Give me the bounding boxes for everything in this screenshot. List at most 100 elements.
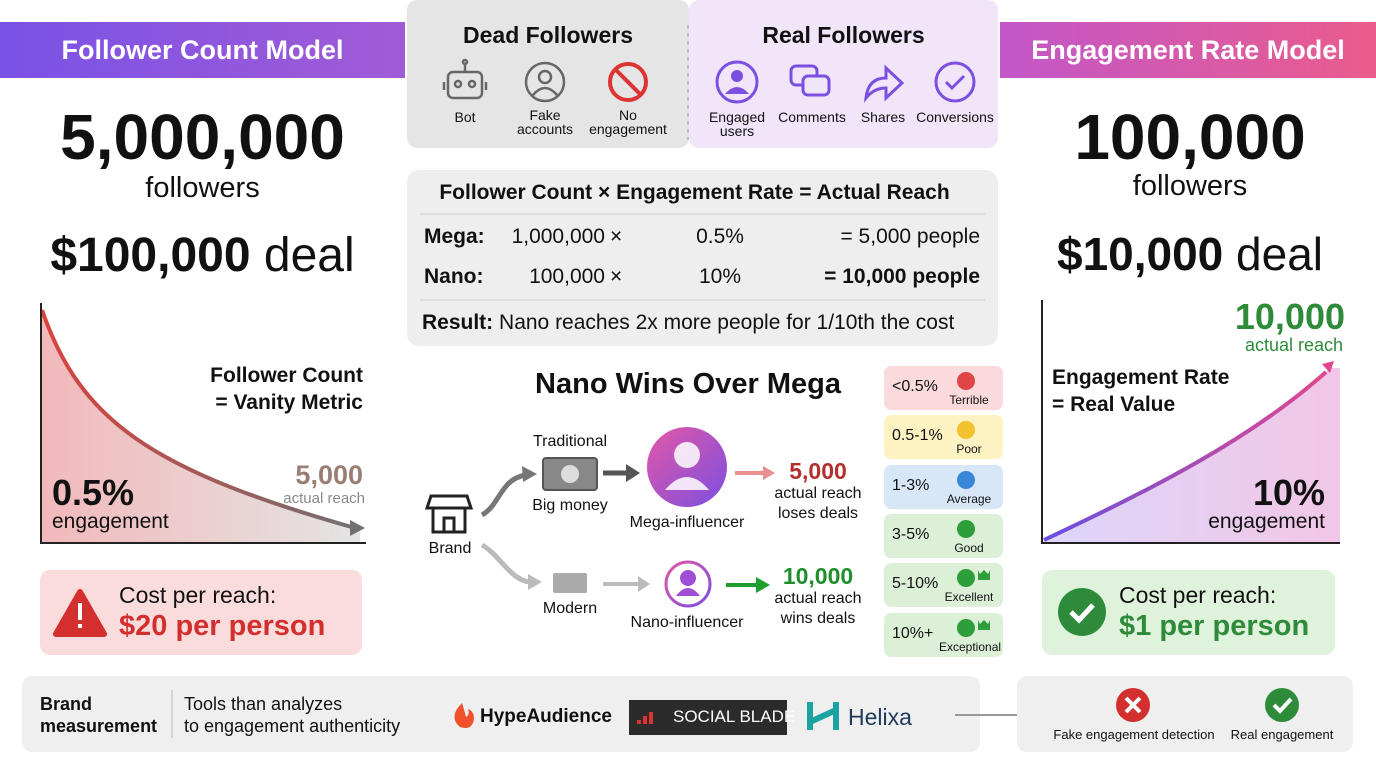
modern-label: Modern: [542, 600, 598, 617]
arrowhead: [350, 520, 365, 536]
avatar-head: [680, 570, 696, 586]
deal-amount: $100,000: [50, 229, 251, 282]
result-label: Result:: [422, 311, 494, 334]
scale-icon: [957, 470, 975, 489]
right-banner: Engagement Rate Model: [1031, 34, 1345, 65]
arrowhead: [638, 576, 650, 592]
left-curve: [40, 309, 356, 530]
dead-box: [407, 0, 689, 148]
scale-range: 0.5-1%: [892, 427, 943, 445]
formula-cell: 10%: [698, 265, 742, 288]
nano-label: Nano-influencer: [630, 614, 744, 631]
right-deal: $10,000 deal: [1000, 227, 1376, 281]
formula-cell: 1,000,000: [511, 225, 605, 248]
dead-item: Bot: [454, 109, 476, 125]
conversions-icon: [934, 61, 976, 103]
formula-result: Result: Nano reaches 2x more people for …: [422, 311, 954, 335]
formula-cell: Mega:: [424, 225, 485, 248]
mega-reach-label: actual reach loses deals: [774, 485, 862, 522]
flow-title: Nano Wins Over Mega: [535, 368, 841, 400]
mega-label: Mega-influencer: [629, 514, 745, 531]
nano-reach: 10,000: [782, 563, 854, 589]
right-reach: 10,000: [1234, 296, 1345, 337]
left-reach-label: actual reach: [283, 490, 365, 507]
right-banner-bg: [1000, 22, 1376, 78]
scale-range: <0.5%: [892, 378, 938, 395]
scale-item: 0.5-1% Poor: [884, 415, 1003, 460]
right-area: [1044, 368, 1340, 543]
scale-item: 3-5% Good: [884, 513, 1003, 558]
left-chart-label: Follower Count = Vanity Metric: [210, 364, 363, 414]
socialblade-bg: [629, 700, 787, 735]
traditional-label: Traditional: [532, 433, 608, 450]
big-money-label: Big money: [532, 497, 608, 514]
arrowhead: [756, 577, 770, 593]
shares-icon: [864, 64, 905, 103]
left-cost-value: $20 per person: [119, 610, 326, 642]
check-mark: [1069, 603, 1095, 624]
brand-label: Brand: [428, 540, 472, 557]
left-banner-bg: [0, 22, 405, 78]
right-curve: [1043, 370, 1328, 542]
arrowhead: [528, 574, 542, 590]
avatar-head: [674, 442, 700, 468]
right-rate-label: engagement: [1208, 510, 1325, 533]
scale-icon: [957, 372, 975, 390]
formula-cell: ×: [610, 265, 623, 288]
left-count: 5,000,000: [60, 101, 345, 173]
scale-icon: [957, 569, 990, 588]
left-rate: 0.5%: [52, 472, 135, 513]
bot-icon: [442, 58, 488, 100]
left-cost-title: Cost per reach:: [119, 582, 277, 608]
real-item: Conversions: [916, 109, 994, 125]
scale-label: Terrible: [949, 393, 989, 407]
fake-icon: [524, 61, 566, 103]
left-axes: [40, 303, 366, 544]
right-rate: 10%: [1252, 472, 1325, 513]
real-item: Engaged users: [708, 109, 766, 139]
arrowhead: [626, 464, 640, 482]
real-item: Comments: [778, 109, 846, 125]
left-area: [42, 310, 360, 543]
formula-cell: Nano:: [424, 265, 484, 288]
deal-amount: $10,000: [1056, 228, 1224, 280]
check-badge: [1058, 588, 1106, 636]
formula-header: Follower Count × Engagement Rate = Actua…: [439, 181, 950, 204]
comments-icon: [789, 64, 831, 97]
left-reach: 5,000: [295, 460, 363, 490]
check-real: Real engagement: [1230, 727, 1334, 742]
helixa-logo: [807, 702, 839, 730]
scale-label: Exceptional: [939, 639, 1002, 654]
footer-description: Tools than analyzes to engagement authen…: [184, 694, 401, 736]
mega-reach: 5,000: [789, 458, 847, 484]
scale-range: 10%+: [892, 624, 934, 642]
result-text: Nano reaches 2x more people for 1/10th t…: [499, 311, 955, 334]
right-count: 100,000: [1074, 101, 1306, 173]
check-mark: [1272, 697, 1293, 714]
left-deal: $100,000 deal: [0, 228, 405, 283]
check-fake: Fake engagement detection: [1053, 727, 1215, 742]
scale-item: <0.5% Terrible: [884, 366, 1003, 410]
left-banner: Follower Count Model: [61, 34, 344, 65]
scale-icon: [957, 519, 975, 538]
right-cost-value: $1 per person: [1119, 610, 1310, 642]
right-cost-title: Cost per reach:: [1119, 582, 1277, 608]
scale-item: 1-3% Average: [884, 464, 1003, 509]
socialblade-logo: [637, 712, 653, 724]
scale-item: 5-10% Excellent: [884, 563, 1003, 608]
scale-label: Poor: [956, 442, 982, 457]
warning-mark: [78, 603, 82, 620]
deal-word: deal: [263, 229, 355, 282]
scale-icon: [957, 618, 990, 637]
check-badge: [1265, 688, 1299, 722]
formula-cell: 0.5%: [696, 225, 744, 248]
dead-item: No engagement: [589, 107, 667, 137]
warning-dot: [78, 624, 82, 628]
right-chart-label: Engagement Rate = Real Value: [1052, 366, 1230, 416]
scale-label: Excellent: [944, 590, 994, 605]
arrowhead: [1322, 361, 1334, 373]
money-icon-small: [553, 573, 587, 593]
scale-label: Average: [946, 491, 992, 506]
